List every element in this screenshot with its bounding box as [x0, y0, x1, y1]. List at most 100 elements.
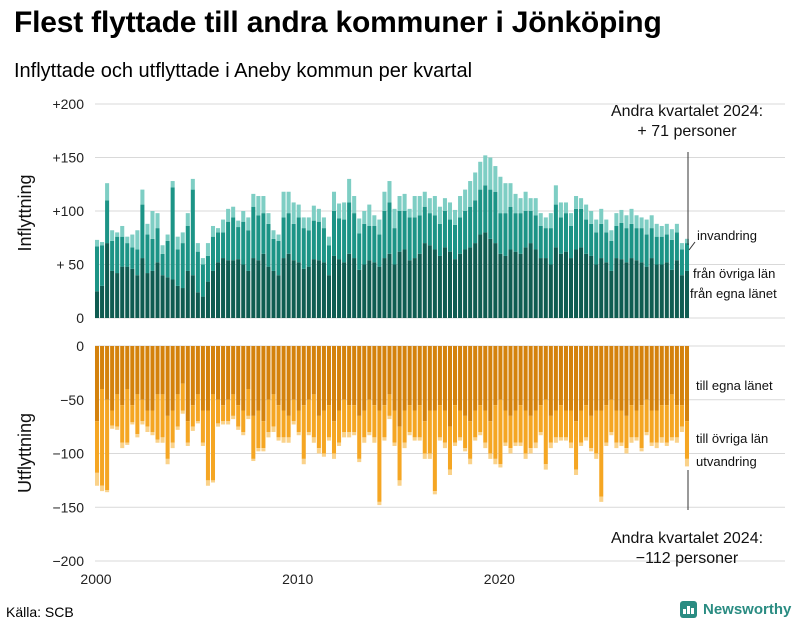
bar-out-ovriga: [190, 405, 195, 427]
bar-in-egna: [296, 262, 301, 318]
bar-out-egna: [241, 346, 246, 411]
bar-out-egna: [468, 346, 473, 422]
bar-in-invandring: [271, 230, 276, 239]
bar-out-utvandring: [442, 442, 447, 449]
bar-in-invandring: [306, 217, 311, 231]
bar-in-ovriga: [508, 206, 513, 250]
bar-in-egna: [533, 249, 538, 318]
annotation-top-line2: + 71 personer: [637, 123, 737, 140]
bar-out-utvandring: [281, 437, 286, 443]
bar-out-utvandring: [437, 437, 442, 441]
bar-in-ovriga: [342, 219, 347, 263]
bar-out-ovriga: [488, 421, 493, 454]
bar-out-egna: [548, 346, 553, 416]
bar-in-egna: [337, 259, 342, 318]
bar-in-egna: [261, 253, 266, 318]
bar-in-ovriga: [205, 255, 210, 282]
bar-out-utvandring: [367, 432, 372, 436]
bar-out-ovriga: [392, 410, 397, 443]
bar-in-ovriga: [306, 230, 311, 267]
chart-title: Flest flyttade till andra kommuner i Jön…: [14, 6, 662, 39]
bar-out-ovriga: [402, 410, 407, 443]
bar-in-egna: [563, 251, 568, 318]
bar-out-egna: [669, 346, 674, 395]
annotation-bottom-line1: Andra kvartalet 2024:: [611, 530, 763, 547]
bar-out-egna: [160, 346, 165, 395]
bar-in-ovriga: [216, 232, 221, 263]
bar-out-utvandring: [392, 442, 397, 446]
bar-in-ovriga: [639, 228, 644, 263]
bar-in-ovriga: [130, 247, 135, 269]
bar-in-egna: [599, 258, 604, 318]
bar-in-egna: [604, 262, 609, 318]
bar-out-egna: [291, 346, 296, 400]
bar-in-egna: [382, 258, 387, 318]
bar-out-utvandring: [387, 415, 392, 420]
bar-in-invandring: [629, 208, 634, 224]
bar-out-ovriga: [478, 405, 483, 432]
bar-in-ovriga: [286, 213, 291, 254]
bar-in-egna: [634, 260, 639, 318]
bar-out-utvandring: [483, 442, 488, 449]
bar-in-egna: [326, 275, 331, 318]
bar-in-egna: [367, 260, 372, 318]
x-tick-label: 2020: [484, 571, 515, 587]
bar-out-utvandring: [548, 442, 553, 449]
y-tick-label-top: 0: [76, 310, 84, 326]
bar-out-utvandring: [634, 437, 639, 441]
bar-out-ovriga: [271, 394, 276, 427]
bar-in-ovriga: [115, 236, 120, 274]
bar-in-invandring: [412, 196, 417, 218]
bar-in-egna: [100, 285, 105, 318]
bar-in-invandring: [463, 189, 468, 211]
bar-in-egna: [679, 275, 684, 318]
bar-in-invandring: [447, 202, 452, 220]
bar-out-utvandring: [185, 442, 190, 446]
bar-in-egna: [548, 264, 553, 318]
bar-out-utvandring: [447, 469, 452, 475]
bar-in-ovriga: [437, 223, 442, 256]
bar-out-ovriga: [301, 405, 306, 459]
bar-in-egna: [503, 255, 508, 318]
bar-out-utvandring: [523, 453, 528, 459]
bar-out-egna: [357, 346, 362, 416]
bar-out-egna: [533, 346, 538, 411]
bar-out-ovriga: [649, 410, 654, 443]
bar-out-utvandring: [145, 426, 150, 432]
bar-in-egna: [513, 251, 518, 318]
bar-out-egna: [130, 346, 135, 406]
bar-out-ovriga: [503, 410, 508, 443]
bar-out-ovriga: [463, 415, 468, 449]
bar-out-ovriga: [659, 405, 664, 438]
bar-in-egna: [589, 255, 594, 318]
bar-in-egna: [271, 270, 276, 318]
bar-out-ovriga: [397, 426, 402, 481]
bar-out-ovriga: [251, 415, 256, 459]
bar-in-ovriga: [599, 223, 604, 259]
bar-out-ovriga: [135, 394, 140, 435]
bar-in-invandring: [337, 203, 342, 219]
bar-out-egna: [392, 346, 397, 411]
bar-out-ovriga: [226, 399, 231, 422]
bar-in-invandring: [488, 157, 493, 190]
bar-out-ovriga: [604, 405, 609, 443]
bar-out-egna: [377, 346, 382, 411]
bar-out-egna: [654, 346, 659, 411]
bar-in-invandring: [266, 213, 271, 224]
bar-in-invandring: [155, 213, 160, 229]
bar-in-egna: [453, 259, 458, 318]
bar-out-utvandring: [321, 453, 326, 457]
bar-out-utvandring: [568, 442, 574, 449]
bar-out-ovriga: [281, 410, 286, 438]
bar-out-utvandring: [649, 442, 654, 446]
bar-out-egna: [150, 346, 155, 411]
bar-in-invandring: [417, 196, 422, 216]
bar-in-invandring: [402, 193, 407, 211]
bar-out-ovriga: [533, 410, 538, 443]
bar-out-ovriga: [115, 394, 120, 427]
bar-in-ovriga: [629, 223, 634, 259]
bar-out-egna: [200, 346, 205, 411]
bar-in-invandring: [372, 215, 377, 226]
bar-out-ovriga: [210, 394, 216, 481]
bar-in-invandring: [195, 243, 200, 252]
